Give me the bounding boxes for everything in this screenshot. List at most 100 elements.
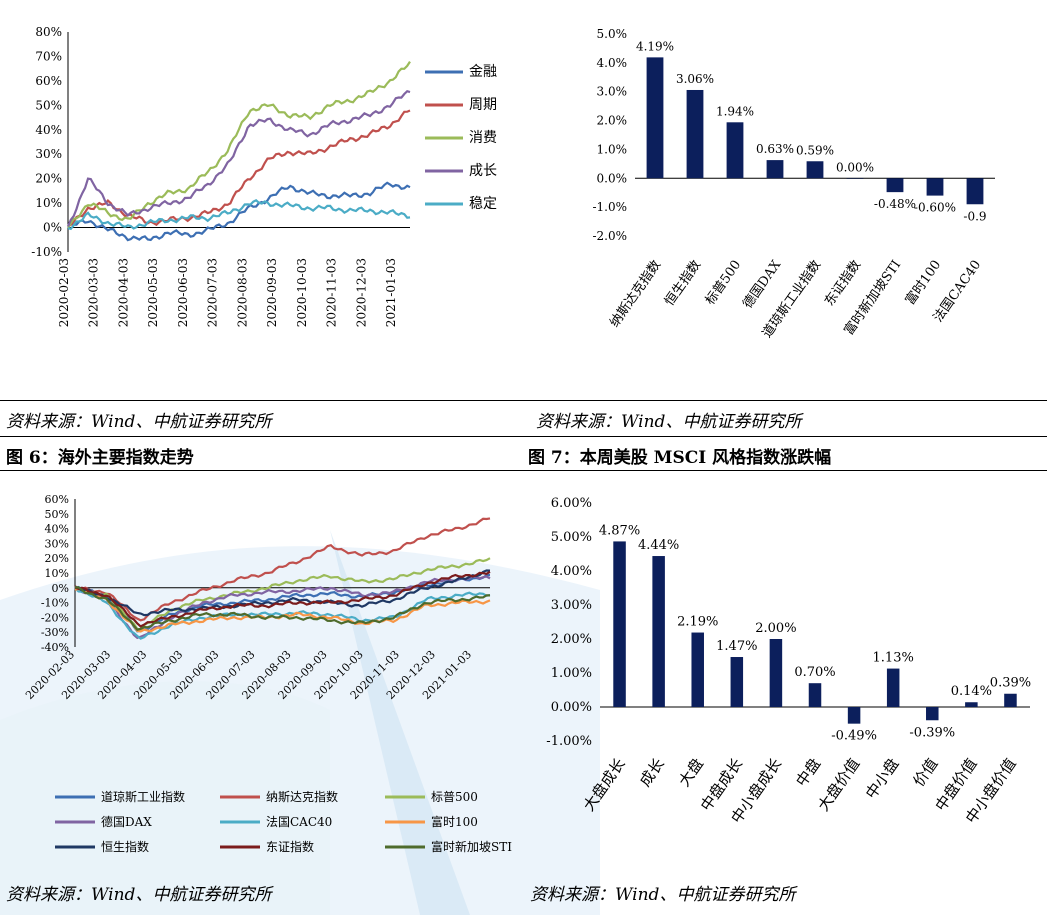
source-text: 资料来源：Wind、中航证券研究所 xyxy=(530,885,796,905)
series-line xyxy=(74,570,491,628)
y-tick-label: -2.0% xyxy=(592,229,627,243)
legend-label: 恒生指数 xyxy=(101,839,149,854)
bar xyxy=(691,632,704,707)
category-label: 价值 xyxy=(910,755,942,790)
y-tick-label: 60% xyxy=(35,74,62,88)
series-line xyxy=(67,198,411,231)
series-line xyxy=(74,575,491,640)
x-tick-label: 2020-06-03 xyxy=(176,258,190,327)
y-tick-label: -40% xyxy=(41,641,69,654)
y-tick-label: 1.00% xyxy=(551,666,592,681)
global-index-bar-chart: 5.0% 4.0% 3.0% 2.0% 1.0% 0.0% -1.0% -2.0% 4.19% 纳… xyxy=(592,27,995,341)
y-tick-label: 4.0% xyxy=(597,56,628,70)
y-tick-label: 40% xyxy=(45,523,69,536)
y-tick-label: 2.00% xyxy=(551,632,592,647)
bar xyxy=(926,707,939,721)
y-tick-label: -20% xyxy=(41,611,69,624)
data-label: 4.19% xyxy=(636,39,674,53)
data-label: 3.06% xyxy=(676,72,714,86)
category-label: 富时100 xyxy=(902,257,944,308)
bar xyxy=(806,161,824,179)
data-label: 0.14% xyxy=(951,684,992,699)
bar xyxy=(886,668,900,707)
source-text: 资料来源：Wind、中航证券研究所 xyxy=(6,412,272,432)
y-tick-label: 2.0% xyxy=(597,114,628,128)
bar xyxy=(965,702,978,707)
category-label: 中盘 xyxy=(792,755,824,790)
x-tick-label: 2020-12-03 xyxy=(354,258,368,327)
sector-line-chart: 80% 70% 60% 50% 40% 30% 20% 10% 0% -10%2020-02-03… xyxy=(31,25,497,327)
watermark-swoosh xyxy=(0,530,600,915)
y-tick-label: 4.00% xyxy=(551,564,592,579)
source-text: 资料来源：Wind、中航证券研究所 xyxy=(536,412,802,432)
series-line xyxy=(67,60,411,229)
bar xyxy=(846,178,864,179)
x-tick-label: 2020-11-03 xyxy=(325,258,339,327)
x-tick-label: 2020-09-03 xyxy=(265,258,279,327)
x-tick-label: 2020-04-03 xyxy=(116,258,130,327)
y-tick-label: 3.00% xyxy=(551,598,592,613)
x-tick-label: 2020-10-03 xyxy=(295,258,309,327)
category-label: 大盘 xyxy=(675,755,707,790)
bar xyxy=(766,160,784,179)
series-line xyxy=(66,89,411,227)
data-label: 0.63% xyxy=(756,142,794,156)
category-label: 大盘成长 xyxy=(580,755,629,814)
legend-label: 富时100 xyxy=(431,814,478,829)
x-tick-label: 2020-03-03 xyxy=(87,258,101,327)
legend-label: 成长 xyxy=(469,163,497,179)
y-tick-label: 20% xyxy=(45,552,69,565)
legend-label: 法国CAC40 xyxy=(266,815,332,829)
series-line xyxy=(74,517,491,622)
legend-label: 周期 xyxy=(469,97,497,113)
y-tick-label: 0% xyxy=(52,582,69,595)
bar xyxy=(726,122,744,179)
y-tick-label: -10% xyxy=(31,245,62,259)
data-label: -0.9 xyxy=(963,209,986,223)
y-tick-label: 10% xyxy=(45,567,69,580)
bar xyxy=(966,178,984,205)
source-text: 资料来源：Wind、中航证券研究所 xyxy=(6,885,272,905)
y-tick-label: 10% xyxy=(35,196,62,210)
x-tick-label: 2020-05-03 xyxy=(146,258,160,327)
y-tick-label: 80% xyxy=(35,25,62,39)
x-tick-label: 2021-01-03 xyxy=(384,258,398,327)
data-label: 0.00% xyxy=(836,160,874,174)
data-label: 1.47% xyxy=(716,639,757,654)
bar xyxy=(769,639,783,707)
figure-caption-6: 图 6：海外主要指数走势 xyxy=(6,448,194,468)
bar xyxy=(613,541,626,707)
series-line xyxy=(67,181,411,242)
y-tick-label: 1.0% xyxy=(597,142,628,156)
category-label: 中小盘 xyxy=(862,755,903,802)
bar xyxy=(646,57,664,179)
bar xyxy=(886,178,904,193)
y-tick-label: 50% xyxy=(35,98,62,112)
data-label: -0.39% xyxy=(909,725,955,740)
bar xyxy=(926,178,944,196)
bar xyxy=(1004,693,1017,707)
category-label: 成长 xyxy=(636,755,668,790)
series-line xyxy=(74,586,491,631)
data-label: 4.44% xyxy=(638,538,679,553)
overseas-index-line-chart: 60%50%40%30%20%10%0%-10%-20%-30%-40%2020… xyxy=(23,493,512,854)
bar xyxy=(808,683,822,707)
legend-label: 德国DAX xyxy=(101,814,152,829)
data-label: 0.70% xyxy=(794,665,835,680)
data-label: 4.87% xyxy=(599,523,640,538)
divider-line xyxy=(0,436,1047,437)
bar xyxy=(730,657,744,707)
legend-label: 纳斯达克指数 xyxy=(266,789,338,804)
y-tick-label: 20% xyxy=(35,172,62,186)
divider-line xyxy=(0,400,1047,401)
category-label: 标普500 xyxy=(703,258,744,308)
y-tick-label: 30% xyxy=(45,537,69,550)
legend-label: 标普500 xyxy=(431,790,478,804)
y-tick-label: 70% xyxy=(35,49,62,63)
data-label: -0.48% xyxy=(874,197,916,211)
y-tick-label: 40% xyxy=(35,123,62,137)
data-label: 0.39% xyxy=(990,676,1031,691)
data-label: -0.49% xyxy=(831,729,877,744)
y-tick-label: -30% xyxy=(41,626,69,639)
y-tick-label: 6.00% xyxy=(551,496,592,511)
